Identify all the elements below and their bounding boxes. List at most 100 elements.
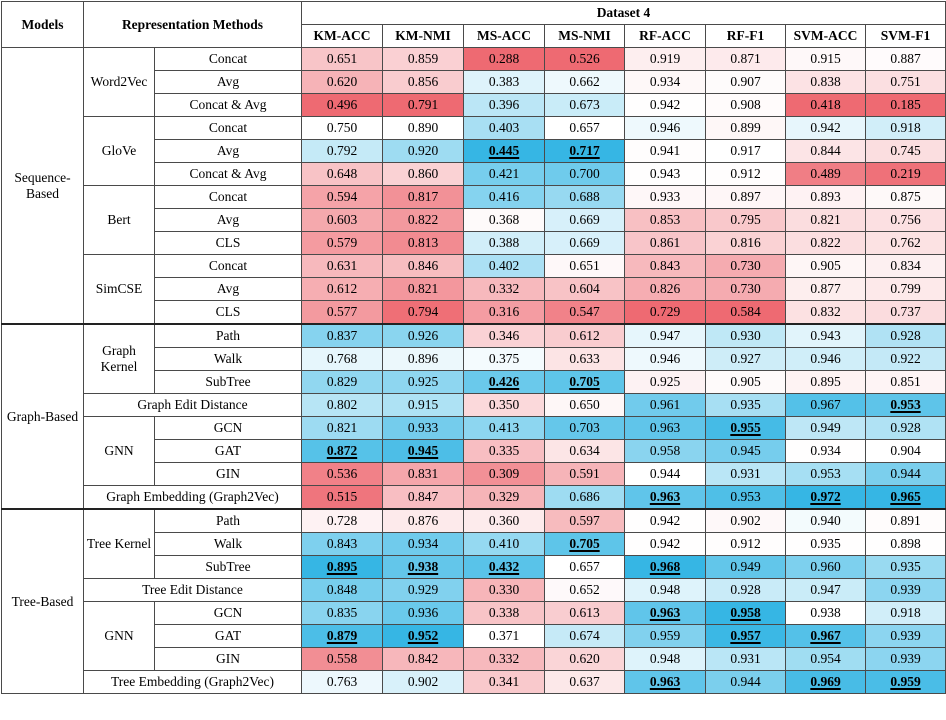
score-cell: 0.890 <box>382 116 464 140</box>
score-cell: 0.904 <box>865 439 946 463</box>
score-cell: 0.896 <box>382 347 464 371</box>
score-value: 0.943 <box>810 328 841 343</box>
method-family-label: SimCSE <box>83 254 155 325</box>
score-value: 0.933 <box>649 189 681 204</box>
score-value: 0.346 <box>488 328 520 343</box>
models-header: Models <box>1 1 84 48</box>
variant-label: Avg <box>154 70 302 94</box>
score-value: 0.612 <box>569 328 600 343</box>
score-cell: 0.957 <box>705 624 786 648</box>
score-cell: 0.887 <box>865 47 946 71</box>
score-value: 0.612 <box>326 281 358 296</box>
score-cell: 0.375 <box>463 347 545 371</box>
score-value: 0.837 <box>326 328 358 343</box>
score-value: 0.822 <box>810 235 841 250</box>
score-cell: 0.838 <box>785 70 866 94</box>
score-value: 0.935 <box>730 397 761 412</box>
score-cell: 0.942 <box>624 508 706 533</box>
score-value: 0.316 <box>488 304 520 319</box>
score-value: 0.558 <box>326 651 358 666</box>
score-value: 0.288 <box>488 51 520 66</box>
best-score-value: 0.967 <box>810 628 841 643</box>
score-value: 0.928 <box>890 328 921 343</box>
score-value: 0.821 <box>810 212 841 227</box>
score-cell: 0.942 <box>624 93 706 117</box>
score-value: 0.330 <box>488 582 520 597</box>
score-value: 0.579 <box>326 235 358 250</box>
score-cell: 0.432 <box>463 555 545 579</box>
score-cell: 0.928 <box>865 416 946 440</box>
score-value: 0.928 <box>730 582 761 597</box>
score-cell: 0.526 <box>544 47 625 71</box>
score-cell: 0.703 <box>544 416 625 440</box>
score-cell: 0.332 <box>463 277 545 301</box>
score-cell: 0.421 <box>463 162 545 186</box>
score-cell: 0.943 <box>785 323 866 348</box>
score-cell: 0.579 <box>301 231 383 255</box>
score-cell: 0.688 <box>544 185 625 209</box>
score-cell: 0.388 <box>463 231 545 255</box>
score-cell: 0.426 <box>463 370 545 394</box>
score-value: 0.631 <box>326 258 358 273</box>
model-group-label: Graph-Based <box>1 323 84 510</box>
score-cell: 0.604 <box>544 277 625 301</box>
table-row: Avg 0.612 0.821 0.332 0.604 0.826 0.730 0.877 0.… <box>2 277 946 301</box>
best-score-value: 0.955 <box>730 420 761 435</box>
score-cell: 0.898 <box>865 532 946 556</box>
score-cell: 0.185 <box>865 93 946 117</box>
variant-label: GIN <box>154 647 302 671</box>
variant-label: CLS <box>154 231 302 255</box>
score-cell: 0.938 <box>785 601 866 625</box>
score-value: 0.591 <box>569 466 600 481</box>
score-value: 0.737 <box>890 304 921 319</box>
score-cell: 0.821 <box>301 416 383 440</box>
method-label: Tree Embedding (Graph2Vec) <box>83 670 302 694</box>
score-cell: 0.942 <box>785 116 866 140</box>
score-value: 0.875 <box>890 189 921 204</box>
score-cell: 0.558 <box>301 647 383 671</box>
best-score-value: 0.963 <box>649 489 681 504</box>
score-cell: 0.926 <box>382 323 464 348</box>
score-cell: 0.963 <box>624 416 706 440</box>
table-row: SimCSE Concat 0.631 0.846 0.402 0.651 0.843 0.7… <box>2 254 946 325</box>
score-cell: 0.402 <box>463 254 545 278</box>
score-value: 0.396 <box>488 97 520 112</box>
score-value: 0.350 <box>488 397 520 412</box>
score-value: 0.939 <box>890 651 921 666</box>
score-value: 0.686 <box>569 489 600 504</box>
score-cell: 0.955 <box>705 416 786 440</box>
score-value: 0.651 <box>569 258 600 273</box>
score-value: 0.700 <box>569 166 600 181</box>
score-cell: 0.612 <box>301 277 383 301</box>
score-cell: 0.929 <box>382 578 464 602</box>
score-cell: 0.947 <box>624 323 706 348</box>
score-cell: 0.634 <box>544 439 625 463</box>
score-cell: 0.842 <box>382 647 464 671</box>
score-cell: 0.288 <box>463 47 545 71</box>
score-cell: 0.745 <box>865 139 946 163</box>
score-value: 0.928 <box>890 420 921 435</box>
score-value: 0.905 <box>810 258 841 273</box>
score-cell: 0.944 <box>624 462 706 486</box>
score-cell: 0.945 <box>382 439 464 463</box>
score-cell: 0.846 <box>382 254 464 278</box>
best-score-value: 0.879 <box>326 628 358 643</box>
score-cell: 0.933 <box>624 185 706 209</box>
score-value: 0.847 <box>407 489 439 504</box>
score-value: 0.930 <box>730 328 761 343</box>
score-cell: 0.965 <box>865 485 946 510</box>
score-cell: 0.843 <box>624 254 706 278</box>
metric-header: SVM-ACC <box>785 24 866 48</box>
score-value: 0.410 <box>488 536 520 551</box>
score-cell: 0.944 <box>705 670 786 694</box>
table-body: Sequence-Based Word2Vec Concat 0.651 0.859 0.… <box>1 47 946 694</box>
score-value: 0.856 <box>407 74 439 89</box>
score-value: 0.842 <box>407 651 439 666</box>
score-cell: 0.591 <box>544 462 625 486</box>
score-cell: 0.918 <box>865 601 946 625</box>
score-cell: 0.961 <box>624 393 706 417</box>
score-value: 0.633 <box>569 351 600 366</box>
score-value: 0.594 <box>326 189 358 204</box>
table-row: GIN 0.536 0.831 0.309 0.591 0.944 0.931 0.953 0.… <box>2 462 946 486</box>
score-cell: 0.791 <box>382 93 464 117</box>
